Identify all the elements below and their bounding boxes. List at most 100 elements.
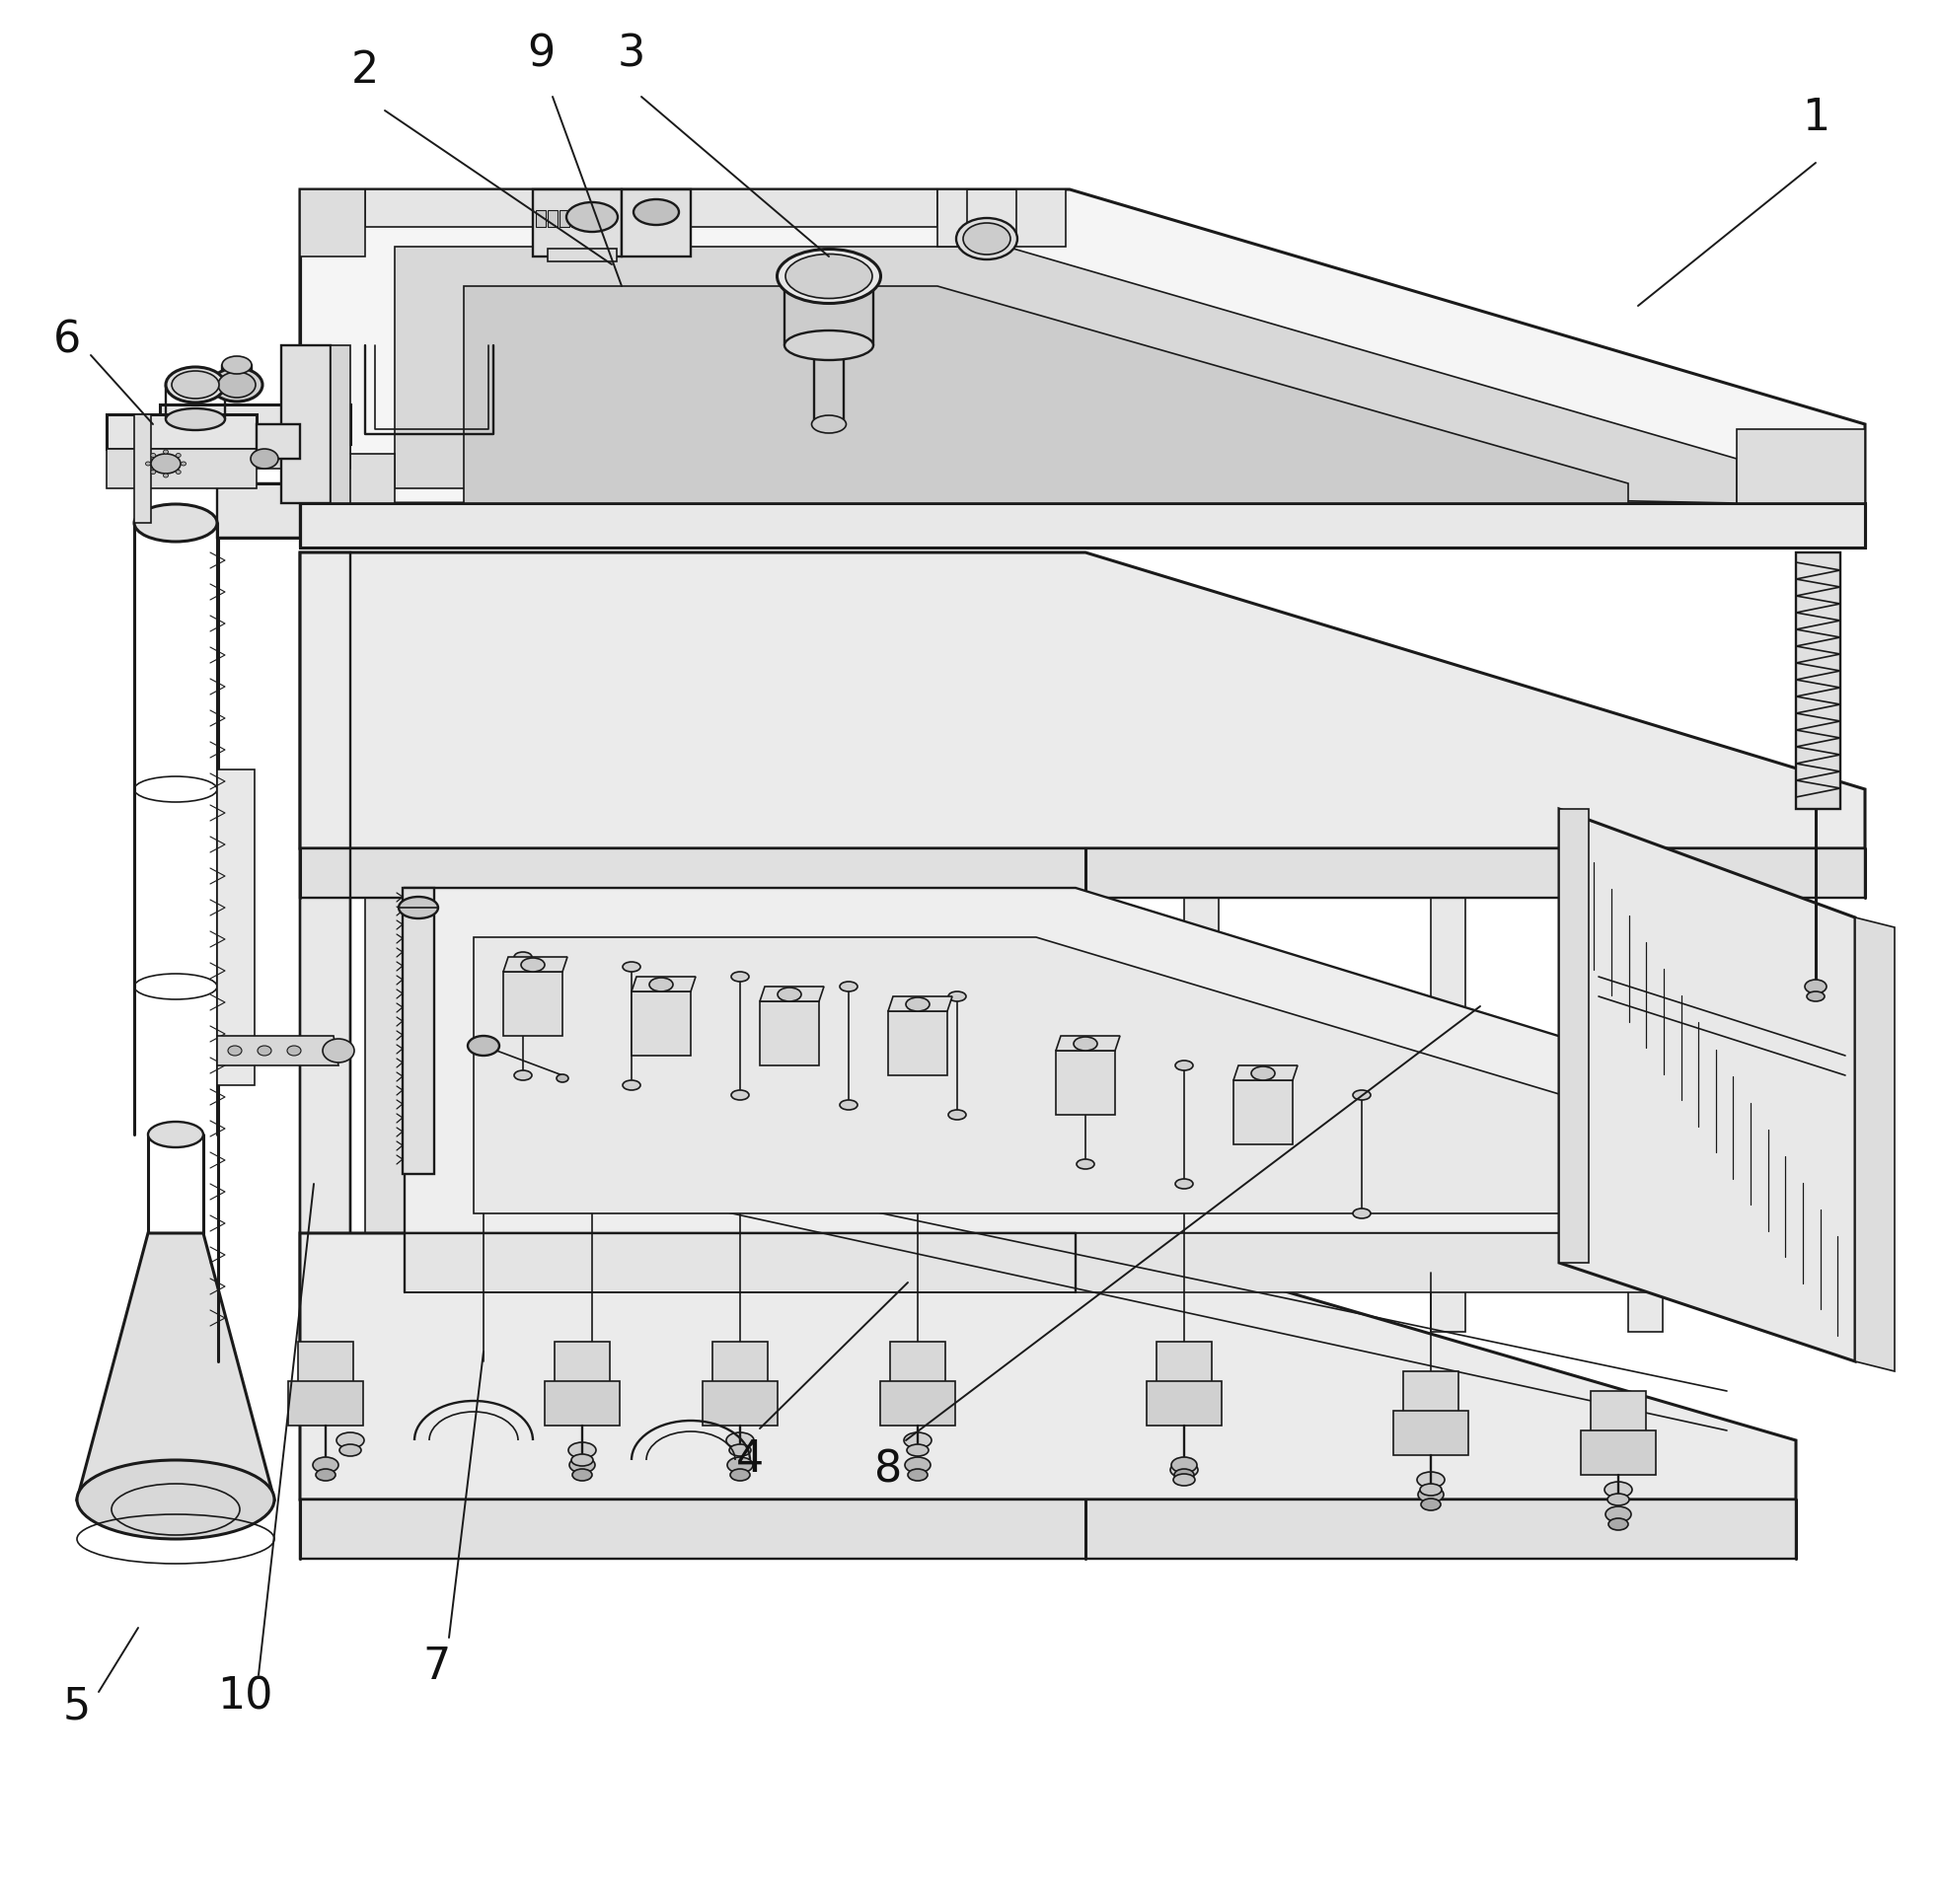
Polygon shape	[1796, 552, 1841, 809]
Ellipse shape	[522, 958, 545, 971]
Ellipse shape	[557, 1074, 568, 1081]
Ellipse shape	[1176, 1061, 1193, 1070]
Polygon shape	[301, 188, 365, 257]
Polygon shape	[1560, 809, 1589, 1262]
Ellipse shape	[1172, 1457, 1197, 1474]
Ellipse shape	[728, 1457, 753, 1474]
Ellipse shape	[211, 367, 262, 402]
Ellipse shape	[177, 453, 180, 457]
Polygon shape	[889, 1011, 947, 1076]
Polygon shape	[890, 1342, 945, 1392]
Polygon shape	[559, 209, 568, 227]
Polygon shape	[1628, 809, 1663, 1331]
Polygon shape	[1055, 1051, 1116, 1114]
Ellipse shape	[623, 1080, 640, 1091]
Text: 4: 4	[735, 1439, 764, 1481]
Polygon shape	[547, 209, 557, 227]
Ellipse shape	[134, 505, 217, 541]
Ellipse shape	[778, 988, 801, 1002]
Ellipse shape	[147, 1121, 204, 1148]
Polygon shape	[301, 188, 1864, 503]
Text: 9: 9	[528, 32, 555, 76]
Ellipse shape	[786, 253, 873, 299]
Polygon shape	[937, 188, 1065, 248]
Ellipse shape	[1608, 1517, 1628, 1531]
Ellipse shape	[287, 1045, 301, 1055]
Polygon shape	[107, 449, 256, 487]
Polygon shape	[534, 188, 621, 257]
Polygon shape	[301, 849, 1864, 899]
Polygon shape	[632, 977, 696, 992]
Text: 6: 6	[52, 320, 81, 362]
Ellipse shape	[316, 1470, 336, 1481]
Polygon shape	[881, 1380, 954, 1426]
Ellipse shape	[217, 371, 256, 398]
Polygon shape	[301, 1234, 1796, 1500]
Ellipse shape	[778, 249, 881, 303]
Polygon shape	[1560, 809, 1855, 1361]
Ellipse shape	[840, 1101, 857, 1110]
Polygon shape	[473, 937, 1727, 1213]
Ellipse shape	[962, 223, 1011, 255]
Ellipse shape	[1420, 1498, 1441, 1510]
Ellipse shape	[572, 1470, 592, 1481]
Polygon shape	[301, 453, 394, 503]
Ellipse shape	[514, 952, 532, 962]
Polygon shape	[217, 769, 254, 1085]
Polygon shape	[621, 188, 691, 257]
Ellipse shape	[949, 1110, 966, 1120]
Ellipse shape	[623, 962, 640, 971]
Ellipse shape	[322, 1040, 355, 1062]
Ellipse shape	[729, 1470, 751, 1481]
Polygon shape	[1581, 1430, 1657, 1476]
Ellipse shape	[180, 461, 186, 466]
Polygon shape	[1403, 1371, 1459, 1420]
Ellipse shape	[221, 356, 252, 373]
Polygon shape	[299, 1342, 353, 1392]
Ellipse shape	[1251, 1066, 1275, 1080]
Polygon shape	[464, 286, 1628, 503]
Polygon shape	[502, 958, 566, 971]
Ellipse shape	[177, 470, 180, 474]
Text: 3: 3	[617, 32, 646, 76]
Ellipse shape	[151, 470, 155, 474]
Ellipse shape	[840, 982, 857, 992]
Text: 5: 5	[62, 1685, 91, 1729]
Text: 10: 10	[217, 1676, 274, 1717]
Polygon shape	[405, 887, 1816, 1234]
Polygon shape	[632, 992, 691, 1055]
Polygon shape	[555, 1342, 609, 1392]
Ellipse shape	[1077, 1041, 1094, 1051]
Ellipse shape	[650, 977, 673, 992]
Polygon shape	[545, 1380, 619, 1426]
Polygon shape	[330, 345, 351, 503]
Ellipse shape	[312, 1457, 338, 1474]
Ellipse shape	[1352, 1091, 1372, 1101]
Polygon shape	[702, 1380, 778, 1426]
Ellipse shape	[1174, 1470, 1193, 1481]
Ellipse shape	[572, 1455, 594, 1466]
Ellipse shape	[949, 992, 966, 1002]
Polygon shape	[256, 425, 301, 459]
Polygon shape	[301, 552, 1864, 849]
Polygon shape	[1156, 1342, 1212, 1392]
Polygon shape	[1055, 1036, 1119, 1051]
Text: 2: 2	[351, 50, 378, 91]
Polygon shape	[889, 996, 953, 1011]
Ellipse shape	[1352, 1209, 1372, 1219]
Polygon shape	[582, 552, 619, 1361]
Polygon shape	[159, 404, 351, 444]
Polygon shape	[1432, 750, 1465, 1331]
Ellipse shape	[78, 1460, 274, 1538]
Polygon shape	[918, 552, 954, 1361]
Ellipse shape	[956, 219, 1017, 259]
Ellipse shape	[514, 1070, 532, 1080]
Ellipse shape	[904, 1457, 931, 1474]
Polygon shape	[159, 444, 351, 468]
Ellipse shape	[1418, 1487, 1443, 1502]
Polygon shape	[596, 209, 605, 227]
Polygon shape	[1855, 918, 1895, 1371]
Polygon shape	[134, 415, 151, 524]
Polygon shape	[760, 1002, 819, 1066]
Polygon shape	[502, 971, 563, 1036]
